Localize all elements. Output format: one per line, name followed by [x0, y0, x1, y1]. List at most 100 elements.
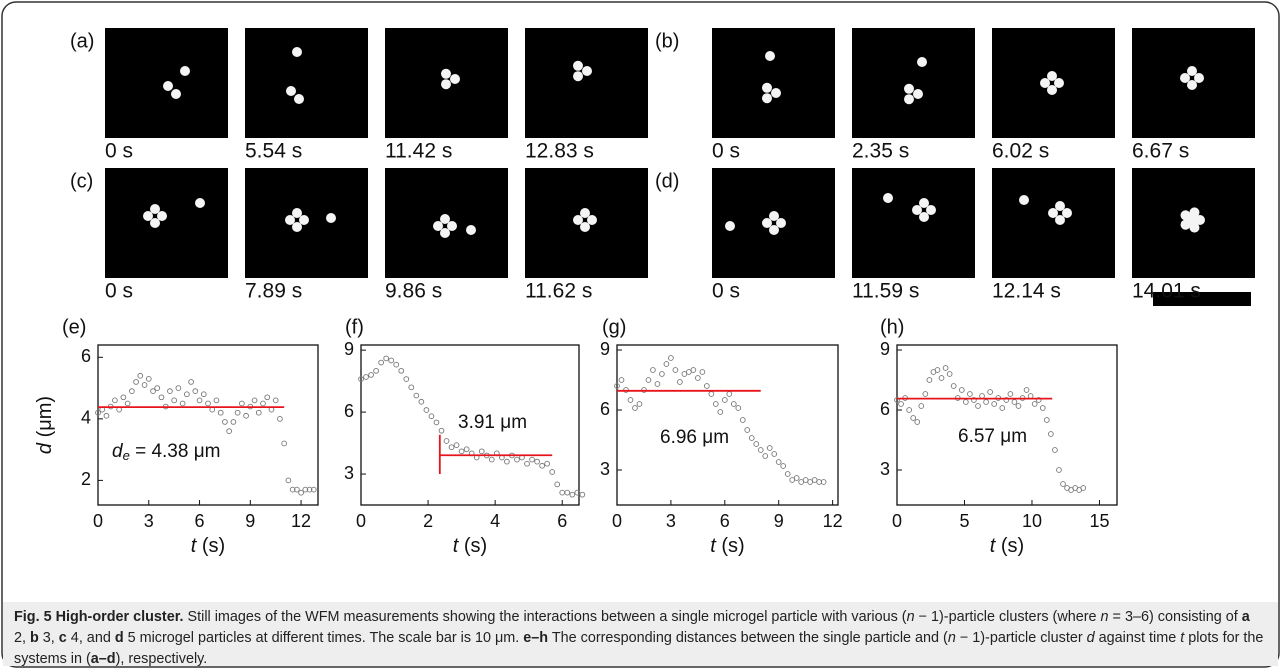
caption-segment: − 1)-particle clusters (where — [915, 609, 1101, 625]
x-axis-unit: (s) — [721, 535, 744, 557]
y-tick-label: 2 — [81, 469, 91, 489]
microscopy-image — [525, 28, 648, 138]
time-label: 6.67 s — [1132, 140, 1189, 163]
x-tick-label: 5 — [959, 511, 969, 531]
particle — [466, 225, 476, 235]
particle — [1047, 71, 1057, 81]
caption-segment: e–h — [523, 630, 548, 646]
chart-label: (h) — [880, 316, 904, 338]
caption-segment: d — [1087, 630, 1095, 646]
y-tick-label: 9 — [600, 339, 610, 359]
microscopy-image — [245, 28, 368, 138]
particle — [286, 86, 296, 96]
chart-label: (g) — [602, 316, 626, 338]
x-tick-label: 3 — [666, 511, 676, 531]
chart-label: (e) — [62, 316, 86, 338]
x-tick-label: 3 — [144, 511, 154, 531]
y-tick-label: 6 — [600, 399, 610, 419]
particle — [292, 208, 302, 218]
x-tick-label: 9 — [245, 511, 255, 531]
particle — [725, 221, 735, 231]
particle — [294, 94, 304, 104]
time-label: 12.14 s — [992, 280, 1061, 303]
x-tick-label: 6 — [720, 511, 730, 531]
x-tick-label: 12 — [291, 511, 311, 531]
caption-segment: a–d — [91, 651, 116, 667]
x-tick-label: 0 — [892, 511, 902, 531]
y-tick-label: 9 — [344, 339, 354, 359]
caption-segment: ), respectively. — [116, 651, 208, 667]
caption: Fig. 5 High-order cluster. Still images … — [14, 607, 1264, 670]
x-tick-label: 6 — [195, 511, 205, 531]
time-label: 6.02 s — [992, 140, 1049, 163]
caption-segment: 2, — [14, 630, 30, 646]
caption-segment: Fig. 5 High-order cluster. — [14, 609, 184, 625]
x-tick-label: 0 — [356, 511, 366, 531]
panel-label: (d) — [655, 170, 679, 192]
x-tick-label: 4 — [490, 511, 500, 531]
time-label: 0 s — [712, 140, 740, 163]
particle — [919, 198, 929, 208]
microscopy-image — [852, 168, 975, 278]
y-axis-unit: (μm) — [34, 396, 56, 438]
x-axis-unit: (s) — [464, 535, 487, 557]
particle — [440, 214, 450, 224]
particle — [180, 66, 190, 76]
caption-segment: n — [1101, 609, 1109, 625]
x-tick-label: 9 — [774, 511, 784, 531]
microscopy-image — [712, 28, 835, 138]
particle — [883, 193, 893, 203]
particle — [771, 88, 781, 98]
caption-segment: Still images of the WFM measurements sho… — [184, 609, 907, 625]
y-axis-label: d (μm) — [34, 396, 56, 454]
y-tick-label: 4 — [81, 408, 91, 428]
particle — [762, 83, 772, 93]
particle — [1055, 201, 1065, 211]
microscopy-image — [992, 168, 1115, 278]
particle — [441, 69, 451, 79]
particle — [150, 204, 160, 214]
y-tick-label: 3 — [880, 459, 890, 479]
caption-segment: 3, — [39, 630, 59, 646]
x-tick-label: 15 — [1089, 511, 1109, 531]
particle — [573, 71, 583, 81]
figure: (a)0 s5.54 s11.42 s12.83 s(b)0 s2.35 s6.… — [0, 0, 1282, 670]
time-label: 2.35 s — [852, 140, 909, 163]
caption-segment: n — [907, 609, 915, 625]
particle — [441, 79, 451, 89]
time-label: 11.42 s — [385, 140, 452, 163]
caption-segment: The corresponding distances between the … — [548, 630, 948, 646]
caption-segment: − 1)-particle cluster — [956, 630, 1087, 646]
figure-canvas: (a)0 s5.54 s11.42 s12.83 s(b)0 s2.35 s6.… — [0, 0, 1282, 670]
particle — [163, 81, 173, 91]
x-axis-unit: (s) — [202, 535, 225, 557]
time-label: 0 s — [105, 140, 133, 163]
x-axis-label: t (s) — [710, 535, 744, 557]
x-axis-label: t (s) — [990, 535, 1024, 557]
y-tick-label: 3 — [344, 463, 354, 483]
microscopy-image — [105, 168, 228, 278]
time-label: 0 s — [105, 280, 133, 303]
particle — [450, 74, 460, 84]
x-tick-label: 0 — [93, 511, 103, 531]
time-label: 11.62 s — [525, 280, 592, 303]
particle — [195, 198, 205, 208]
particle — [573, 61, 583, 71]
caption-segment: 5 microgel particles at different times.… — [124, 630, 524, 646]
particle — [171, 89, 181, 99]
particle — [582, 66, 592, 76]
x-tick-label: 10 — [1022, 511, 1042, 531]
particle — [769, 211, 779, 221]
panel-label: (c) — [70, 170, 93, 192]
time-label: 5.54 s — [245, 140, 302, 163]
particle — [904, 94, 914, 104]
microscopy-image — [852, 28, 975, 138]
caption-segment: against time — [1095, 630, 1181, 646]
caption-segment: n — [948, 630, 956, 646]
caption-segment: d — [115, 630, 124, 646]
x-axis-label: t (s) — [453, 535, 487, 557]
mean-label: 6.96 μm — [660, 427, 729, 448]
particle — [917, 57, 927, 67]
chart-label: (f) — [345, 316, 364, 338]
particle — [913, 89, 923, 99]
